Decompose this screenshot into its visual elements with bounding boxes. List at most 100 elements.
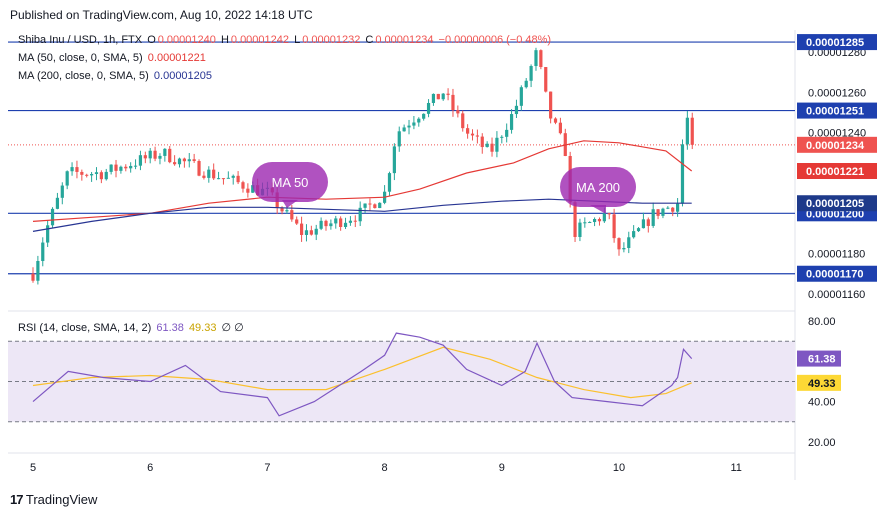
candle-body [426, 102, 431, 114]
candle-body [446, 93, 450, 95]
candle-body [597, 218, 602, 222]
candle-body [353, 220, 357, 222]
candle-body [212, 169, 216, 179]
rsi-tick-label: 40.00 [808, 397, 836, 409]
price-tick-label: 0.00001240 [808, 128, 866, 140]
ma200-label: MA (200, close, 0, SMA, 5) [18, 70, 149, 82]
candle-body [456, 110, 460, 114]
candle-body [216, 178, 221, 180]
candle-body [514, 105, 519, 115]
candle-body [509, 114, 514, 130]
candle-body [241, 182, 245, 189]
candle-body [436, 93, 440, 100]
candle-body [221, 178, 226, 180]
rsi-ma-badge-bg [797, 374, 841, 391]
candle-body [368, 203, 372, 205]
candle-body [246, 188, 250, 193]
annotation-pointer [590, 205, 606, 214]
candle-body [407, 125, 411, 128]
time-tick-label: 6 [147, 462, 153, 474]
candle-body [627, 237, 631, 248]
tradingview-logo[interactable]: 17 TradingView [10, 492, 97, 507]
candle-body [417, 118, 421, 123]
candle-body [114, 164, 118, 171]
candle-body [470, 133, 475, 136]
ma50-line [32, 140, 693, 222]
ma200-legend: MA (200, close, 0, SMA, 5) 0.00001205 [18, 70, 214, 82]
high-value: 0.00001242 [230, 34, 290, 46]
rsi-badge: 61.38 [808, 354, 836, 366]
time-tick-label: 8 [382, 462, 388, 474]
candle-body [236, 175, 240, 183]
ma50-annotation: MA 50 [252, 162, 328, 208]
candle-body [60, 185, 64, 198]
rsi-ma-value: 49.33 [188, 322, 217, 334]
candle-body [583, 222, 587, 224]
candle-body [412, 122, 416, 126]
candle-body [651, 209, 655, 226]
candle-body [656, 209, 660, 216]
candle-body [495, 137, 499, 152]
open-value: 0.00001240 [157, 34, 216, 46]
candle-body [431, 93, 436, 103]
candle-body [182, 158, 186, 162]
candle-body [578, 222, 582, 237]
rsi-tick-label: 20.00 [808, 437, 836, 449]
candle-body [177, 158, 182, 165]
candle-body [671, 207, 675, 212]
level-badge-bg [797, 34, 877, 51]
annotation-bubble [252, 162, 328, 202]
candle-body [524, 80, 528, 88]
ma50-badge: 0.00001221 [806, 166, 864, 178]
time-tick-label: 7 [264, 462, 270, 474]
candle-body [622, 247, 626, 250]
ma200-annotation: MA 200 [560, 167, 636, 214]
candle-body [607, 213, 611, 215]
candle-body [680, 144, 685, 204]
candle-body [90, 174, 94, 176]
candle-body [207, 169, 211, 178]
open-label: O [147, 34, 156, 46]
candle-body [451, 94, 455, 111]
candle-body [343, 222, 348, 227]
candle-body [466, 128, 470, 134]
candle-body [124, 166, 128, 169]
level-badge: 0.00001285 [806, 37, 864, 49]
low-value: 0.00001232 [302, 34, 361, 46]
time-tick-label: 9 [499, 462, 505, 474]
candle-body [666, 207, 670, 209]
candle-body [373, 204, 377, 209]
rsi-tick-label: 80.00 [808, 316, 836, 328]
candle-body [632, 231, 636, 238]
ma50-legend: MA (50, close, 0, SMA, 5) 0.00001221 [18, 52, 208, 64]
candle-body [490, 143, 494, 152]
rsi-ma-line [32, 346, 692, 399]
annotation-pointer [282, 200, 298, 208]
high-label: H [220, 34, 229, 46]
candle-body [617, 238, 621, 250]
candle-body [319, 220, 323, 229]
time-tick-label: 5 [30, 462, 36, 474]
candle-body [94, 172, 99, 175]
level-badge: 0.00001170 [806, 269, 864, 281]
candle-body [397, 131, 401, 147]
candle-body [280, 207, 284, 212]
published-caption: Published on TradingView.com, Aug 10, 20… [10, 8, 313, 22]
ma50-label: MA (50, close, 0, SMA, 5) [18, 52, 143, 64]
annotation-label: MA 50 [272, 175, 309, 190]
candle-body [75, 167, 79, 172]
candle-body [309, 230, 313, 235]
last-price-badge: 0.00001234 [806, 140, 865, 152]
candle-body [285, 210, 289, 212]
candle-body [339, 218, 343, 227]
time-tick-label: 11 [730, 462, 741, 474]
candle-body [558, 122, 562, 134]
candle-body [592, 218, 597, 223]
candle-body [295, 219, 299, 224]
rsi-legend: RSI (14, close, SMA, 14, 2) 61.38 49.33 … [18, 321, 246, 334]
candle-body [251, 185, 255, 193]
candle-body [500, 136, 504, 138]
candle-body [505, 129, 509, 137]
candle-body [50, 208, 55, 226]
